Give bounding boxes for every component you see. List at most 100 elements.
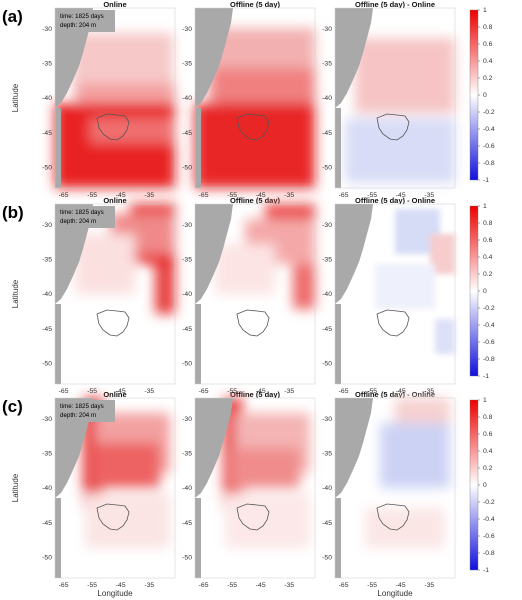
colorbar-tick-label: 0 <box>483 482 487 489</box>
panel-frame <box>54 203 176 385</box>
y-tick-label: -50 <box>322 360 332 367</box>
x-tick-label: -65 <box>199 192 209 199</box>
y-tick-label: -35 <box>322 61 332 68</box>
eddy-contour <box>376 309 410 337</box>
land-south-america <box>55 204 93 304</box>
row-a: (a) Online time: 1825 days depth: 204 m … <box>2 0 495 189</box>
land-south-america <box>195 398 233 498</box>
x-tick-label: -65 <box>59 582 69 589</box>
y-tick-label: -30 <box>42 26 52 33</box>
panel-b-online: Online time: 1825 days depth: 204 m <box>54 196 176 385</box>
y-tick-label: -45 <box>182 326 192 333</box>
land-south-america <box>195 204 233 304</box>
x-tick-label: -55 <box>227 582 237 589</box>
panel-title: Offline (5 day) - Online <box>355 196 435 205</box>
y-tick-label: -35 <box>42 451 52 458</box>
x-tick-label: -35 <box>284 192 294 199</box>
x-tick-label: -45 <box>396 192 406 199</box>
x-tick-label: -45 <box>396 388 406 395</box>
y-tick-label: -50 <box>182 360 192 367</box>
panel-frame <box>194 7 316 189</box>
land-south-america <box>335 398 373 498</box>
eddy-contour <box>236 113 270 141</box>
y-tick-label: -35 <box>42 257 52 264</box>
panel-c-online: Online time: 1825 days depth: 204 m <box>54 390 176 579</box>
x-tick-label: -35 <box>424 388 434 395</box>
colorbar-tick-label: 0 <box>483 288 487 295</box>
colorbar-tick-label: -0.6 <box>483 533 495 540</box>
colorbar-b: 1 0.8 0.6 0.4 0.2 0 -0.2 -0.4 -0.6 -0.8 -1 <box>469 203 495 380</box>
x-tick-label: -55 <box>367 582 377 589</box>
row-label-a: (a) <box>2 7 23 26</box>
x-tick-label: -45 <box>116 192 126 199</box>
panel-c-difference: Offline (5 day) - Online <box>334 390 456 579</box>
colorbar-tick-label: 0.4 <box>483 254 493 261</box>
y-tick-label: -40 <box>182 485 192 492</box>
y-tick-label: -40 <box>322 95 332 102</box>
colorbar-tick-label: -0.8 <box>483 550 495 557</box>
eddy-contour <box>376 113 410 141</box>
row-b: (b) Online time: 1825 days depth: 204 m … <box>2 196 495 385</box>
y-tick-label: -40 <box>42 291 52 298</box>
colorbar-tick-label: -0.4 <box>483 322 495 329</box>
land-south-america <box>335 8 373 108</box>
x-tick-label: -65 <box>199 388 209 395</box>
x-tick-label: -65 <box>339 388 349 395</box>
x-tick-label: -35 <box>424 582 434 589</box>
panel-a-offline: Offline (5 day) <box>194 0 316 189</box>
colorbar-tick-label: -0.4 <box>483 516 495 523</box>
y-tick-label: -40 <box>322 291 332 298</box>
land-coast <box>335 304 341 384</box>
x-tick-label: -65 <box>59 388 69 395</box>
field-red-high <box>75 204 175 314</box>
land-coast <box>55 498 61 578</box>
colorbar-tick-label: 0.4 <box>483 448 493 455</box>
y-tick-label: -40 <box>42 95 52 102</box>
land-south-america <box>55 8 93 108</box>
info-time: time: 1825 days <box>60 209 104 216</box>
colorbar-tick-label: 0.6 <box>483 237 493 244</box>
colorbar-a: 1 0.8 0.6 0.4 0.2 0 -0.2 -0.4 -0.6 -0.8 -1 <box>469 7 495 184</box>
y-tick-label: -30 <box>42 222 52 229</box>
colorbar-tick-label: 1 <box>483 203 487 210</box>
eddy-contour <box>236 309 270 337</box>
x-tick-label: -45 <box>256 582 266 589</box>
panel-title: Offline (5 day) - Online <box>355 0 435 9</box>
land-south-america <box>335 204 373 304</box>
y-tick-label: -30 <box>322 222 332 229</box>
eddy-contour <box>376 503 410 531</box>
x-tick-label: -55 <box>227 388 237 395</box>
ylabel-c: Latitude <box>11 473 20 502</box>
colorbar-tick-label: 0.6 <box>483 41 493 48</box>
colorbar-tick-label: 0 <box>483 92 487 99</box>
land-coast <box>335 108 341 188</box>
y-tick-label: -50 <box>182 164 192 171</box>
info-time: time: 1825 days <box>60 13 104 20</box>
x-tick-label: -55 <box>227 192 237 199</box>
panel-title: Online <box>103 0 126 9</box>
field-red-high <box>223 398 310 548</box>
axis-ticks: -30 -35 -40 -45 -50 -65 -55 -45 -35 -30 -35 -40 -45 -… <box>42 26 434 589</box>
x-tick-label: -35 <box>424 192 434 199</box>
colorbar-ticks: 1 0.8 0.6 0.4 0.2 0 -0.2 -0.4 -0.6 -0.8 -1 <box>478 7 495 184</box>
panel-frame <box>334 7 456 189</box>
land-coast <box>195 498 201 578</box>
panel-a-difference: Offline (5 day) - Online <box>334 0 456 189</box>
colorbar-gradient <box>469 205 479 377</box>
y-tick-label: -45 <box>42 326 52 333</box>
field-red-high <box>55 33 175 188</box>
colorbar-ticks: 1 0.8 0.6 0.4 0.2 0 -0.2 -0.4 -0.6 -0.8 -1 <box>478 203 495 380</box>
colorbar-ticks: 1 0.8 0.6 0.4 0.2 0 -0.2 -0.4 -0.6 -0.8 -1 <box>478 397 495 574</box>
panel-frame <box>334 203 456 385</box>
info-box <box>57 206 115 228</box>
info-depth: depth: 204 m <box>60 412 96 419</box>
y-tick-label: -30 <box>182 416 192 423</box>
colorbar-tick-label: -1 <box>483 373 489 380</box>
y-tick-label: -35 <box>182 61 192 68</box>
ylabel-b: Latitude <box>11 279 20 308</box>
colorbar-tick-label: -0.4 <box>483 126 495 133</box>
colorbar-tick-label: 0.2 <box>483 271 493 278</box>
colorbar-tick-label: 0.2 <box>483 465 493 472</box>
colorbar-tick-label: 0.2 <box>483 75 493 82</box>
